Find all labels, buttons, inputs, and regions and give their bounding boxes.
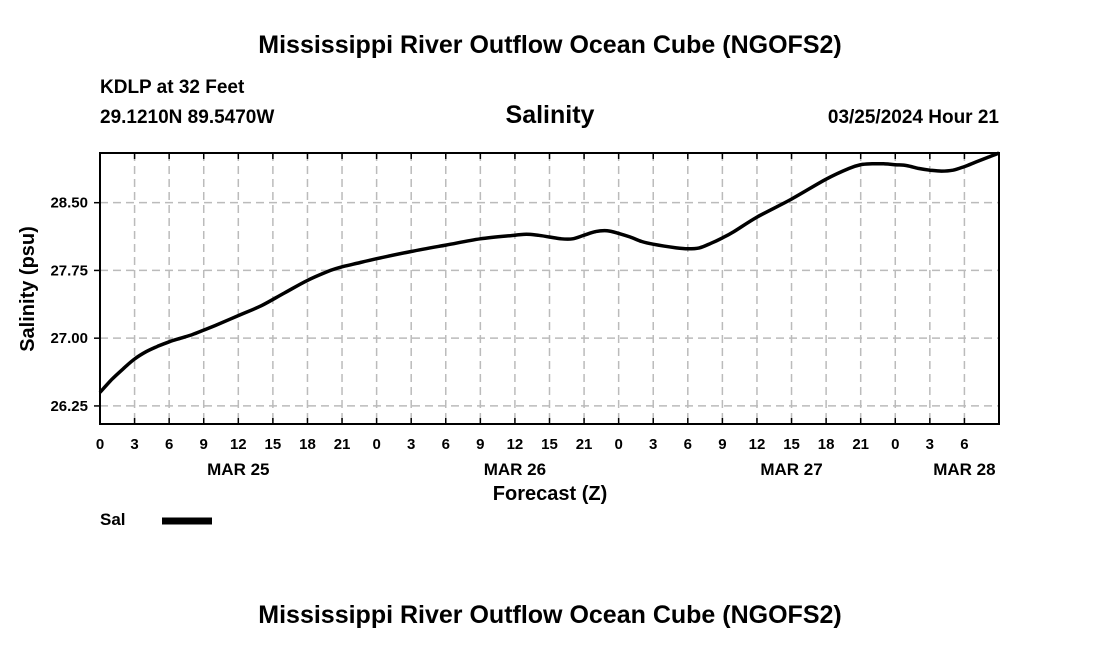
series-layer xyxy=(98,151,1000,394)
legend-label: Sal xyxy=(100,510,126,529)
x-tick-label: 15 xyxy=(783,436,800,453)
x-axis-title: Forecast (Z) xyxy=(493,483,607,505)
x-tick-label: 0 xyxy=(96,436,104,453)
x-tick-label: 0 xyxy=(372,436,380,453)
x-tick-label: 0 xyxy=(891,436,899,453)
y-tick-label: 26.25 xyxy=(50,398,88,415)
x-tick-label: 21 xyxy=(334,436,351,453)
x-tick-label: 21 xyxy=(576,436,593,453)
y-tick-label: 28.50 xyxy=(50,195,88,212)
main-title: Mississippi River Outflow Ocean Cube (NG… xyxy=(258,31,842,59)
date-label: MAR 27 xyxy=(760,460,822,479)
x-tick-label: 9 xyxy=(476,436,484,453)
grid xyxy=(100,153,999,424)
x-tick-label: 15 xyxy=(541,436,558,453)
axis-labels: 0 3 6 9 12 15 18 21 0 3 6 9 12 15 21 0 3 6 9 12 15 18 21 0 3 6 MAR… xyxy=(50,195,995,479)
x-tick-label: 12 xyxy=(507,436,524,453)
x-tick-label: 9 xyxy=(200,436,208,453)
x-tick-label: 21 xyxy=(852,436,869,453)
x-tick-label: 3 xyxy=(649,436,657,453)
x-tick-label: 18 xyxy=(818,436,835,453)
x-tick-label: 3 xyxy=(407,436,415,453)
x-tick-label: 6 xyxy=(165,436,173,453)
date-label: MAR 25 xyxy=(207,460,269,479)
x-tick-label: 12 xyxy=(749,436,766,453)
y-axis-title: Salinity (psu) xyxy=(17,226,39,352)
x-tick-label: 18 xyxy=(299,436,316,453)
x-tick-label: 6 xyxy=(960,436,968,453)
y-tick-label: 27.00 xyxy=(50,330,88,347)
axis-ticks xyxy=(94,153,1000,424)
series-line-sal xyxy=(98,151,1000,394)
date-label: MAR 26 xyxy=(484,460,546,479)
coordinates-label: 29.1210N 89.5470W xyxy=(100,107,275,128)
station-label: KDLP at 32 Feet xyxy=(100,77,245,98)
x-tick-label: 15 xyxy=(265,436,282,453)
x-tick-label: 0 xyxy=(614,436,622,453)
date-label: MAR 28 xyxy=(933,460,995,479)
x-tick-label: 3 xyxy=(130,436,138,453)
chart-title: Salinity xyxy=(505,101,595,129)
x-tick-label: 6 xyxy=(684,436,692,453)
footer-title: Mississippi River Outflow Ocean Cube (NG… xyxy=(258,601,842,629)
y-tick-label: 27.75 xyxy=(50,262,88,279)
x-tick-label: 3 xyxy=(926,436,934,453)
x-tick-label: 9 xyxy=(718,436,726,453)
datetime-label: 03/25/2024 Hour 21 xyxy=(827,107,999,128)
x-tick-label: 6 xyxy=(442,436,450,453)
x-tick-label: 12 xyxy=(230,436,247,453)
plot-frame xyxy=(99,152,1000,425)
